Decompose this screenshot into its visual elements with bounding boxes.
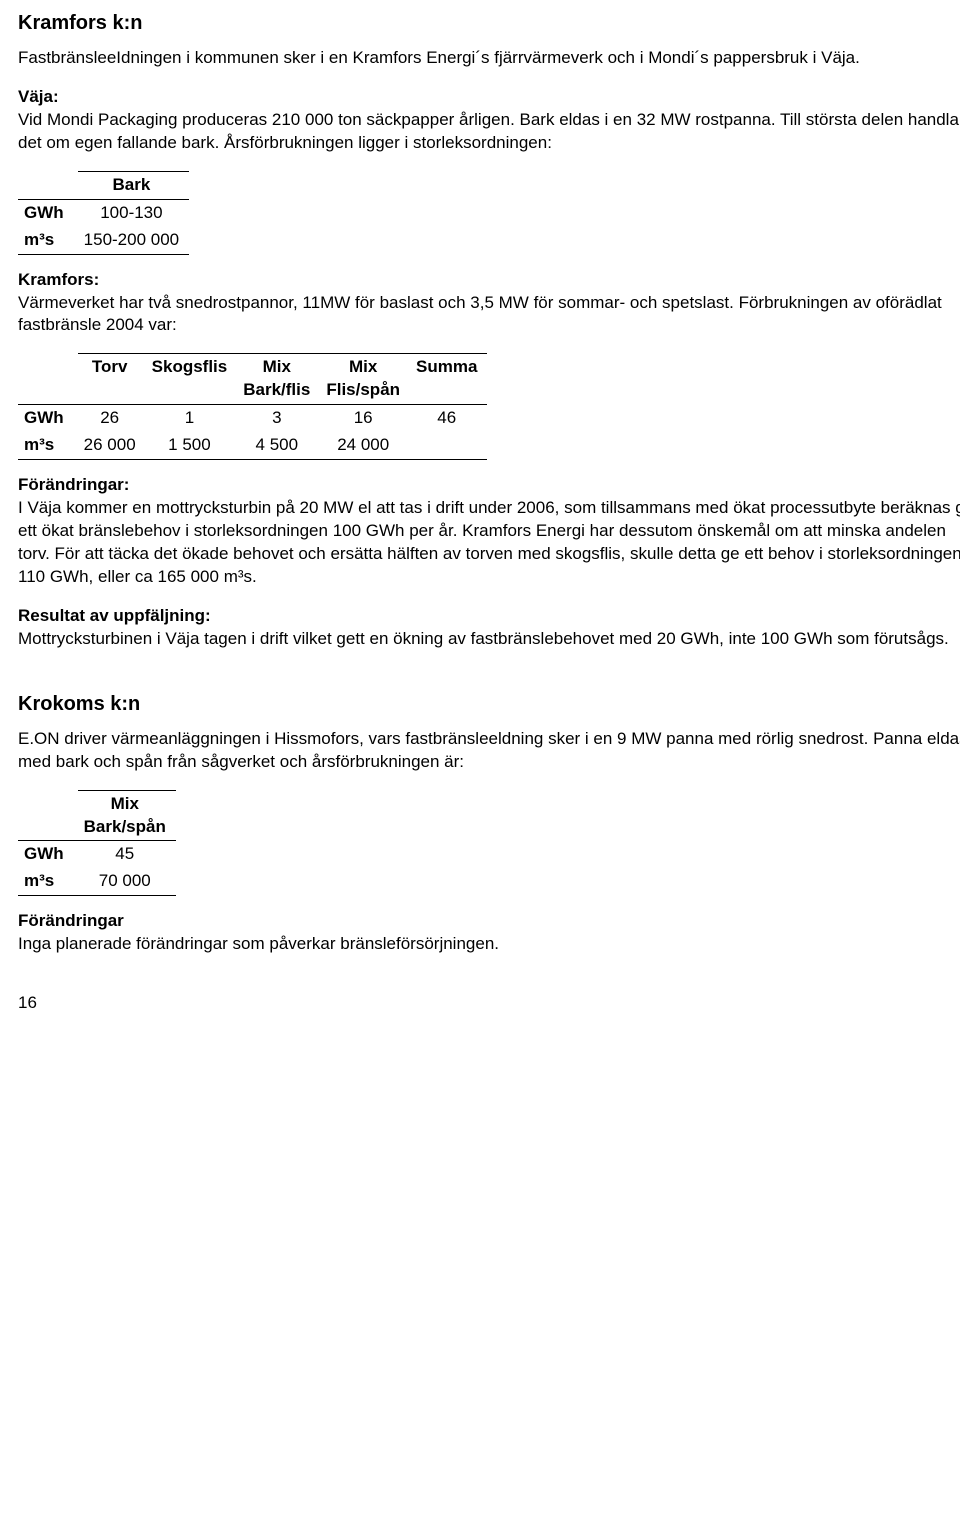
cell-gwh: 100-130 <box>78 199 189 226</box>
cell: 46 <box>410 405 487 432</box>
kramfors-sub-text: Värmeverket har två snedrostpannor, 11MW… <box>18 292 960 338</box>
table-row: m³s 150-200 000 <box>18 227 189 254</box>
cell: 70 000 <box>78 868 176 895</box>
section-krokom: Krokoms k:n E.ON driver värmeanläggninge… <box>18 691 960 957</box>
table-row: GWh 26 1 3 16 46 <box>18 405 487 432</box>
kramfors-intro: FastbränsleeIdningen i kommunen sker i e… <box>18 47 960 70</box>
col-bark: Bark <box>78 171 189 199</box>
forandringar-heading: Förändringar: <box>18 474 960 497</box>
vaja-text: Vid Mondi Packaging produceras 210 000 t… <box>18 109 960 155</box>
table-row: GWh 100-130 <box>18 199 189 226</box>
table-row: m³s 70 000 <box>18 868 176 895</box>
table-bark: Bark GWh 100-130 m³s 150-200 000 <box>18 171 189 255</box>
col-mix-bark: Mix Bark/flis <box>237 354 320 405</box>
col-mix-flis: Mix Flis/spån <box>320 354 410 405</box>
table-krokom: Mix Bark/spån GWh 45 m³s 70 000 <box>18 790 176 897</box>
col-summa: Summa <box>410 354 487 405</box>
cell: 26 000 <box>78 432 146 459</box>
table-row: m³s 26 000 1 500 4 500 24 000 <box>18 432 487 459</box>
row-label-gwh3: GWh <box>18 841 78 868</box>
kramfors-sub-heading: Kramfors: <box>18 269 960 292</box>
cell: 45 <box>78 841 176 868</box>
cell: 1 <box>146 405 238 432</box>
page-number: 16 <box>18 992 960 1015</box>
row-label-m3s3: m³s <box>18 868 78 895</box>
section-kramfors: Kramfors k:n FastbränsleeIdningen i komm… <box>18 10 960 651</box>
row-label-gwh2: GWh <box>18 405 78 432</box>
kramfors-title: Kramfors k:n <box>18 10 960 37</box>
cell: 3 <box>237 405 320 432</box>
krokom-intro: E.ON driver värmeanläggningen i Hissmofo… <box>18 728 960 774</box>
cell <box>410 432 487 459</box>
krokom-forandringar-heading: Förändringar <box>18 910 960 933</box>
row-label-m3s2: m³s <box>18 432 78 459</box>
cell: 24 000 <box>320 432 410 459</box>
cell: 1 500 <box>146 432 238 459</box>
resultat-text: Mottrycksturbinen i Väja tagen i drift v… <box>18 628 960 651</box>
row-label-gwh: GWh <box>18 199 78 226</box>
krokom-forandringar-text: Inga planerade förändringar som påverkar… <box>18 933 960 956</box>
col-mix-barkspan: Mix Bark/spån <box>78 790 176 841</box>
krokom-title: Krokoms k:n <box>18 691 960 718</box>
cell: 26 <box>78 405 146 432</box>
cell: 16 <box>320 405 410 432</box>
vaja-heading: Väja: <box>18 86 960 109</box>
forandringar-text: I Väja kommer en mottrycksturbin på 20 M… <box>18 497 960 589</box>
resultat-heading: Resultat av uppfäljning: <box>18 605 960 628</box>
table-row: GWh 45 <box>18 841 176 868</box>
cell: 4 500 <box>237 432 320 459</box>
cell-m3s: 150-200 000 <box>78 227 189 254</box>
row-label-m3s: m³s <box>18 227 78 254</box>
col-torv: Torv <box>78 354 146 405</box>
col-skogsflis: Skogsflis <box>146 354 238 405</box>
table-forbrukning: Torv Skogsflis Mix Bark/flis Mix Flis/sp… <box>18 353 487 460</box>
